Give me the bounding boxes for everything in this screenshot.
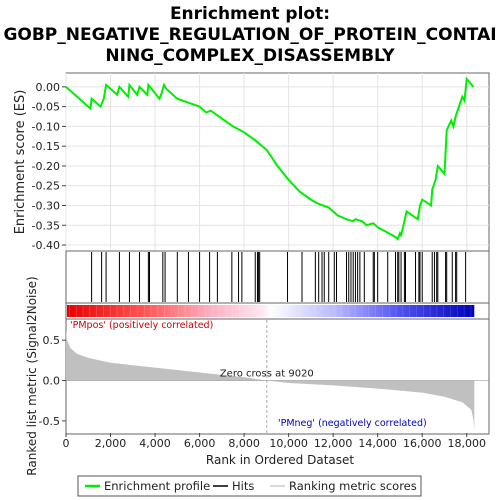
metric-y-axis-label: Ranked list metric (Signal2Noise) (25, 276, 39, 475)
enrichment-profile-line (65, 76, 475, 241)
x-tick-label: 8,000 (228, 437, 260, 450)
x-tick-label: 6,000 (184, 437, 216, 450)
title-line-3: NING_COMPLEX_DISASSEMBLY (105, 46, 395, 66)
es-y-ticks: 0.00 -0.05 -0.10 -0.15 -0.20 -0.25 -0.30 -0.35 -… (32, 81, 66, 252)
es-tick-label: -0.40 (32, 239, 60, 252)
es-grid (65, 73, 489, 251)
metric-tick-label: -0.5 (39, 415, 60, 428)
es-tick-label: -0.25 (32, 180, 60, 193)
ranking-segments (69, 305, 472, 317)
metric-tick-label: 0.5 (43, 334, 61, 347)
title-line-2: GOBP_NEGATIVE_REGULATION_OF_PROTEIN_CONT… (3, 25, 497, 45)
es-tick-label: -0.05 (32, 101, 60, 114)
x-tick-label: 12,000 (314, 437, 353, 450)
legend-enrichment-profile: Enrichment profile (104, 479, 210, 493)
legend-ranking-metric: Ranking metric scores (289, 479, 417, 493)
es-panel (65, 72, 490, 252)
es-tick-label: -0.20 (32, 160, 60, 173)
es-tick-label: -0.30 (32, 200, 60, 213)
x-axis-label: Rank in Ordered Dataset (206, 453, 354, 467)
x-tick-label: 0 (63, 437, 70, 450)
es-y-axis-label: Enrichment score (ES) (13, 90, 28, 235)
x-tick-label: 10,000 (269, 437, 308, 450)
pos-correlated-label: 'PMpos' (positively correlated) (70, 320, 213, 331)
ranking-gradient (67, 305, 475, 317)
x-tick-label: 2,000 (95, 437, 127, 450)
plot-title: Enrichment plot: GOBP_NEGATIVE_REGULATIO… (0, 4, 500, 67)
neg-correlated-label: 'PMneg' (negatively correlated) (278, 418, 427, 429)
legend-hits: Hits (232, 479, 254, 493)
x-tick-label: 14,000 (358, 437, 397, 450)
x-tick-label: 16,000 (403, 437, 442, 450)
es-tick-label: -0.35 (32, 219, 60, 232)
x-ticks: 0 2,000 4,000 6,000 8,000 10,000 12,000 14,000 1… (63, 433, 486, 450)
x-tick-label: 18,000 (447, 437, 486, 450)
es-tick-label: 0.00 (36, 81, 61, 94)
es-tick-label: -0.15 (32, 140, 60, 153)
metric-tick-label: 0.0 (43, 375, 61, 388)
legend-box (77, 475, 422, 497)
title-line-1: Enrichment plot: (169, 4, 331, 24)
es-tick-label: -0.10 (32, 120, 60, 133)
zero-cross-label: Zero cross at 9020 (220, 369, 314, 380)
hit-marks (91, 252, 467, 302)
x-tick-label: 4,000 (139, 437, 171, 450)
metric-y-ticks: 0.5 0.0 -0.5 (39, 334, 66, 428)
